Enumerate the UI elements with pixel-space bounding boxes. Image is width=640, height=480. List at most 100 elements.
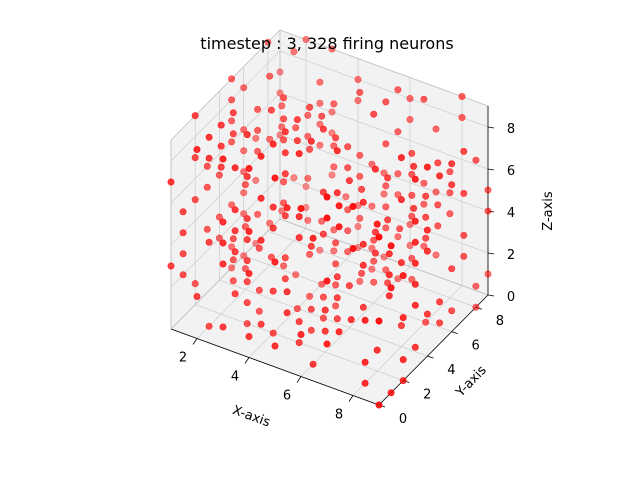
data-point — [434, 159, 442, 167]
data-point — [281, 149, 289, 157]
data-point — [306, 103, 314, 111]
data-point — [411, 238, 419, 246]
data-point — [328, 108, 336, 116]
y-tick-mark — [451, 331, 458, 335]
data-point — [281, 170, 289, 178]
data-point — [240, 84, 248, 92]
data-point — [472, 156, 480, 164]
data-point — [243, 320, 251, 328]
data-point — [420, 95, 428, 103]
data-point — [228, 138, 236, 146]
data-point — [333, 273, 341, 281]
data-point — [394, 86, 402, 94]
data-point — [306, 292, 314, 300]
data-point — [252, 176, 260, 184]
data-point — [304, 111, 312, 119]
data-point — [280, 199, 288, 207]
data-point — [359, 303, 367, 311]
data-point — [446, 210, 454, 218]
data-point — [191, 154, 199, 162]
data-point — [304, 216, 312, 224]
data-point — [302, 35, 310, 43]
data-point — [255, 286, 263, 294]
data-point — [411, 301, 419, 309]
data-point — [205, 322, 213, 330]
data-point — [266, 135, 274, 143]
data-point — [460, 231, 468, 239]
data-point — [484, 186, 492, 194]
data-point — [406, 116, 414, 124]
data-point — [243, 215, 251, 223]
data-point — [370, 236, 378, 244]
data-point — [290, 174, 298, 182]
data-point — [333, 189, 341, 197]
data-point — [280, 262, 288, 270]
z-axis-label: Z-axis — [541, 191, 556, 231]
data-point — [257, 320, 265, 328]
data-point — [344, 164, 352, 172]
data-point — [304, 174, 312, 182]
data-point — [394, 170, 402, 178]
data-point — [356, 214, 364, 222]
data-point — [410, 162, 418, 170]
y-axis-label: Y-axis — [452, 363, 489, 401]
data-point — [382, 182, 390, 190]
data-point — [382, 203, 390, 211]
data-point — [328, 171, 336, 179]
data-point — [290, 48, 298, 56]
z-tick-mark — [487, 252, 495, 255]
data-point — [297, 205, 305, 213]
data-point — [281, 212, 289, 220]
data-point — [385, 292, 393, 300]
data-point — [283, 288, 291, 296]
data-point — [179, 208, 187, 216]
data-point — [458, 93, 466, 101]
data-point — [281, 254, 289, 262]
data-point — [205, 154, 213, 162]
data-point — [432, 125, 440, 133]
data-point — [371, 165, 379, 173]
data-point — [278, 123, 286, 131]
data-point — [231, 206, 239, 214]
data-point — [306, 145, 314, 153]
data-point — [371, 249, 379, 257]
data-point — [423, 310, 431, 318]
data-point — [293, 116, 301, 124]
data-point — [231, 227, 239, 235]
pane-edge — [170, 29, 281, 141]
data-point — [295, 234, 303, 242]
data-point — [231, 164, 239, 172]
data-point — [368, 160, 376, 168]
data-point — [276, 89, 284, 97]
data-point — [382, 98, 390, 106]
data-point — [484, 207, 492, 215]
data-point — [434, 222, 442, 230]
data-point — [411, 280, 419, 288]
data-point — [448, 181, 456, 189]
data-point — [241, 265, 249, 273]
data-point — [269, 140, 277, 148]
data-point — [371, 228, 379, 236]
data-point — [448, 265, 456, 273]
x-tick-mark — [348, 395, 354, 402]
data-point — [408, 254, 416, 262]
data-point — [356, 172, 364, 180]
left-pane — [171, 30, 280, 329]
data-point — [229, 235, 237, 243]
data-point — [394, 128, 402, 136]
data-point — [297, 330, 305, 338]
data-point — [411, 217, 419, 225]
data-point — [472, 282, 480, 290]
pane-edge — [279, 218, 489, 296]
data-point — [228, 96, 236, 104]
data-point — [358, 269, 366, 277]
data-point — [269, 329, 277, 337]
data-point — [167, 178, 175, 186]
grid-line-y-floor — [267, 230, 477, 308]
data-point — [332, 134, 340, 142]
data-point — [333, 315, 341, 323]
data-point — [229, 130, 237, 138]
data-point — [408, 149, 416, 157]
x-tick-label: 6 — [283, 389, 291, 404]
